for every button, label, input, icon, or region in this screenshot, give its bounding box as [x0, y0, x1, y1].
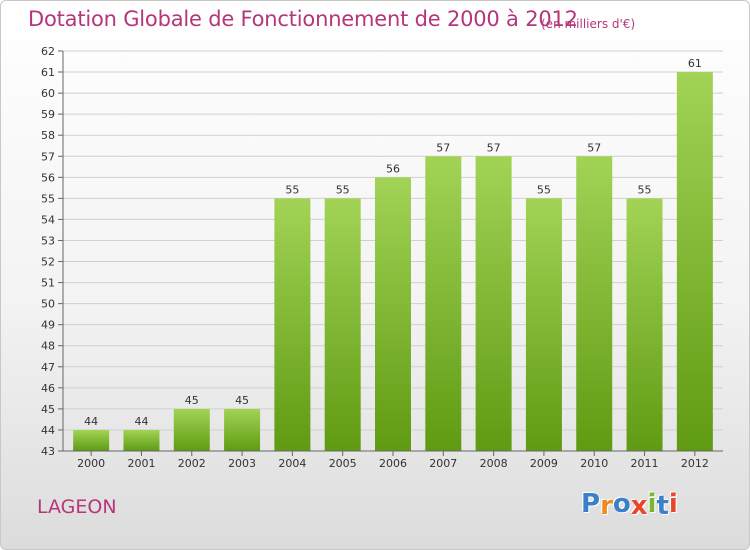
bar-2007 — [425, 156, 462, 451]
y-tick-label: 50 — [41, 298, 55, 311]
y-tick-label: 57 — [41, 150, 55, 163]
proxiti-logo: Proxiti — [581, 489, 678, 521]
x-tick-label: 2004 — [278, 457, 306, 470]
x-tick-label: 2001 — [127, 457, 155, 470]
data-label: 45 — [185, 394, 199, 407]
y-tick-label: 60 — [41, 87, 55, 100]
bar-2005 — [324, 198, 361, 451]
x-tick-label: 2006 — [379, 457, 407, 470]
x-tick-label: 2003 — [228, 457, 256, 470]
y-tick-label: 48 — [41, 340, 55, 353]
bar-2009 — [525, 198, 562, 451]
x-tick-label: 2008 — [480, 457, 508, 470]
y-tick-label: 47 — [41, 361, 55, 374]
data-label: 56 — [386, 162, 400, 175]
y-tick-label: 54 — [41, 213, 55, 226]
x-tick-label: 2012 — [681, 457, 709, 470]
bar-2000 — [73, 429, 110, 451]
x-tick-label: 2009 — [530, 457, 558, 470]
bar-2011 — [626, 198, 663, 451]
labels: 43 44 45 46 47 48 49 50 51 52 53 54 55 56 57 58 59 60 61 62… — [41, 45, 709, 470]
y-tick-label: 58 — [41, 129, 55, 142]
y-tick-label: 56 — [41, 171, 55, 184]
data-label: 57 — [487, 141, 501, 154]
data-label: 44 — [84, 415, 98, 428]
data-label: 55 — [336, 183, 350, 196]
y-tick-label: 52 — [41, 256, 55, 269]
commune-name: LAGEON — [37, 496, 117, 518]
x-tick-label: 2010 — [580, 457, 608, 470]
bar-2008 — [475, 156, 512, 451]
y-tick-label: 61 — [41, 66, 55, 79]
data-label: 61 — [688, 57, 702, 70]
y-tick-label: 51 — [41, 277, 55, 290]
y-tick-label: 43 — [41, 445, 55, 458]
bar-2012 — [676, 72, 713, 451]
y-tick-label: 46 — [41, 382, 55, 395]
x-tick-label: 2005 — [329, 457, 357, 470]
y-tick-label: 44 — [41, 424, 55, 437]
data-label: 45 — [235, 394, 249, 407]
bar-2010 — [576, 156, 613, 451]
logo-letter: t — [656, 491, 669, 521]
x-tick-label: 2002 — [178, 457, 206, 470]
data-label: 55 — [638, 183, 652, 196]
y-tick-label: 49 — [41, 319, 55, 332]
y-tick-label: 59 — [41, 108, 55, 121]
x-tick-label: 2000 — [77, 457, 105, 470]
logo-letter: o — [612, 489, 631, 519]
chart-title: Dotation Globale de Fonctionnement de 20… — [28, 7, 578, 31]
bar-2006 — [375, 177, 411, 451]
axes — [58, 50, 723, 456]
x-tick-label: 2007 — [429, 457, 457, 470]
data-label: 44 — [134, 415, 148, 428]
data-label: 57 — [587, 141, 601, 154]
bars — [73, 72, 713, 451]
logo-letter: r — [600, 491, 613, 521]
logo-letter: P — [581, 489, 601, 519]
data-label: 57 — [436, 141, 450, 154]
logo-letter: i — [647, 489, 657, 519]
data-label: 55 — [285, 183, 299, 196]
bar-2004 — [274, 198, 311, 451]
logo-letter: i — [668, 489, 678, 519]
x-tick-label: 2011 — [631, 457, 659, 470]
y-tick-label: 62 — [41, 45, 55, 58]
bar-2002 — [173, 408, 210, 451]
y-tick-label: 53 — [41, 234, 55, 247]
data-label: 55 — [537, 183, 551, 196]
y-tick-label: 55 — [41, 192, 55, 205]
y-tick-label: 45 — [41, 403, 55, 416]
bar-2001 — [123, 429, 160, 451]
bar-2003 — [224, 408, 261, 451]
chart-subtitle: (en milliers d'€) — [541, 17, 636, 31]
logo-letter: x — [630, 491, 648, 521]
